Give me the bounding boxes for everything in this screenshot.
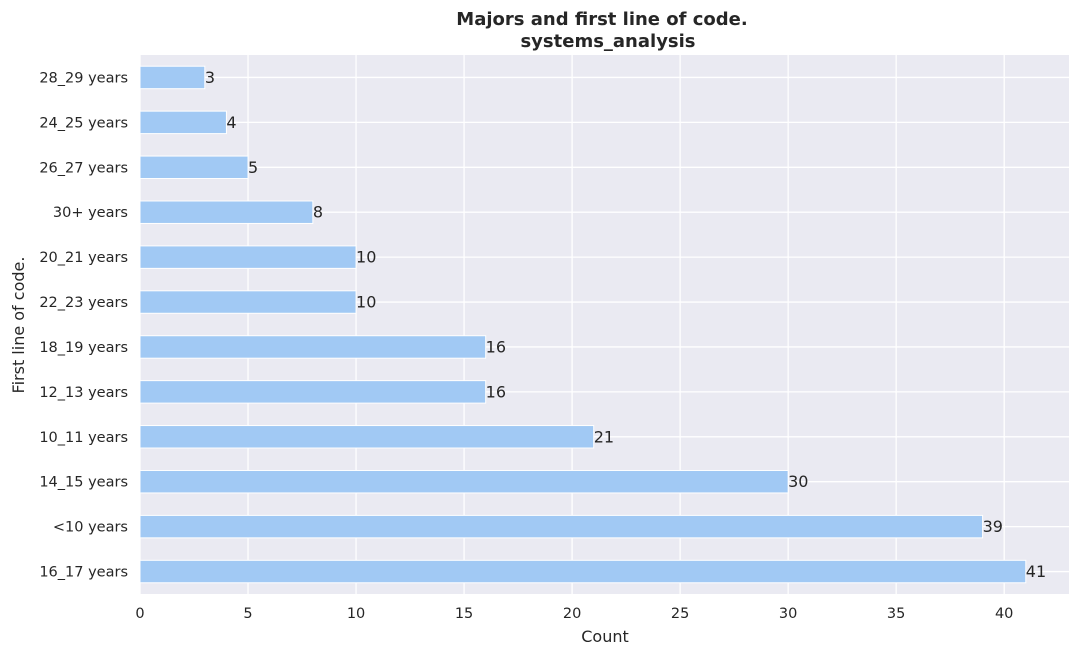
y-tick-label: 16_17 years [39,565,128,581]
bar-value-label: 21 [594,427,614,446]
y-tick-label: 12_13 years [39,385,128,401]
bar-value-label: 41 [1026,562,1046,581]
x-tick-label: 30 [779,606,797,622]
bar-value-label: 10 [356,293,376,312]
y-tick-label: 30+ years [53,205,128,221]
bar [139,290,357,314]
bar [139,559,1027,584]
bar-value-label: 8 [313,203,323,222]
bar-value-label: 30 [788,472,808,491]
bar [139,245,357,269]
bar [139,335,487,359]
bar-value-label: 5 [248,158,258,177]
bar-value-label: 16 [486,337,506,356]
y-tick-label: 28_29 years [39,70,128,86]
x-tick-label: 15 [455,606,473,622]
data-labels: 3 4 5 8 10 10 16 16 21 30 39 41 [205,68,1046,581]
y-axis-ticks: 28_29 years 24_25 years 26_27 years 30+ yea… [39,70,128,580]
bar [139,155,249,180]
x-tick-label: 5 [243,606,252,622]
x-tick-label: 25 [671,606,689,622]
y-tick-label: 10_11 years [39,430,128,446]
bars [139,65,1027,584]
x-tick-label: 40 [995,606,1013,622]
plot-area [140,55,1069,594]
bar [139,469,789,494]
chart-subtitle: systems_analysis [520,31,695,52]
bar [139,380,487,404]
bar-value-label: 39 [983,517,1003,536]
bar [139,65,206,90]
bar-value-label: 16 [486,382,506,401]
bar [139,200,314,224]
y-tick-label: 26_27 years [39,160,128,176]
bar-value-label: 3 [205,68,215,87]
x-tick-label: 20 [563,606,581,622]
grid-lines [139,55,1069,594]
bar-value-label: 10 [356,248,376,267]
y-tick-label: 20_21 years [39,250,128,266]
y-tick-label: 14_15 years [39,475,128,491]
chart-title: Majors and first line of code. [456,9,747,30]
x-axis-label: Count [581,627,629,646]
bar-value-label: 4 [226,113,236,132]
x-tick-label: 10 [347,606,365,622]
bar [139,425,595,449]
y-tick-label: 24_25 years [39,115,128,131]
bar [139,514,984,539]
y-tick-label: 22_23 years [39,295,128,311]
y-tick-label: 18_19 years [39,340,128,356]
bar [139,110,227,135]
y-axis-label: First line of code. [9,257,28,394]
x-tick-label: 0 [135,606,144,622]
x-axis-ticks: 0 5 10 15 20 25 30 35 40 [135,606,1013,622]
x-tick-label: 35 [887,606,905,622]
y-tick-label: <10 years [53,520,128,536]
